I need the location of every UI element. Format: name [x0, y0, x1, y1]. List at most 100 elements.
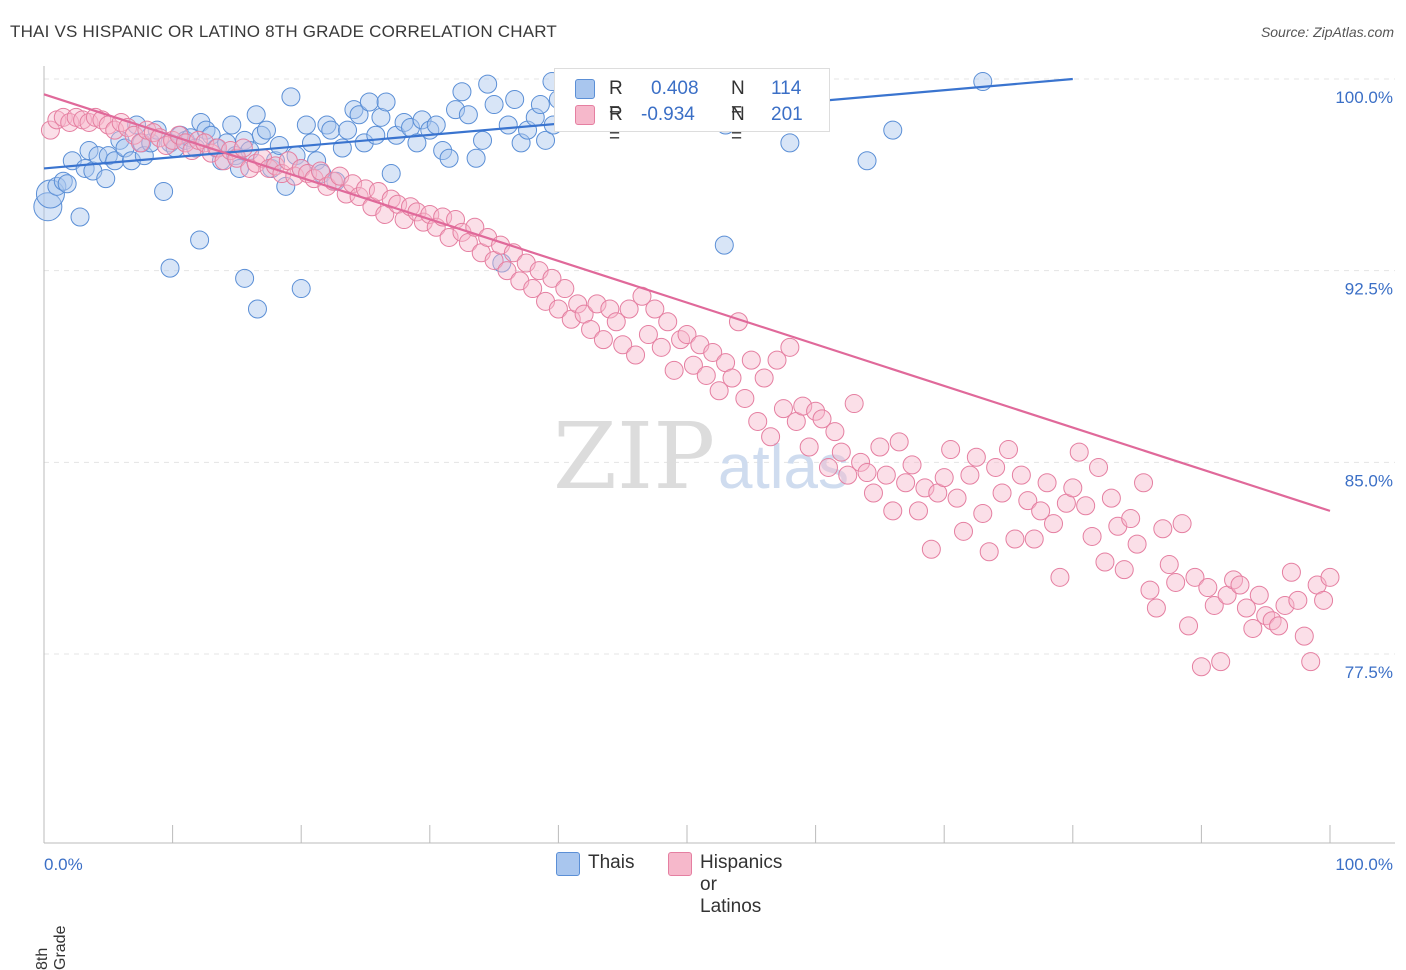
data-point — [896, 473, 916, 493]
data-point — [1249, 585, 1269, 605]
data-point — [1320, 567, 1340, 587]
data-point — [581, 319, 601, 339]
bottom-legend-swatch-hispanics — [668, 852, 692, 876]
data-point — [831, 442, 851, 462]
x-tick-label: 100.0% — [1335, 855, 1393, 874]
data-point — [371, 107, 391, 127]
legend-r-label: R = — [609, 78, 623, 121]
data-point — [1185, 567, 1205, 587]
bottom-legend-label-hispanics: Hispanics or Latinos — [700, 852, 783, 917]
data-point — [1024, 529, 1044, 549]
legend-r-value-hispanics: -0.934 — [641, 104, 695, 125]
data-point — [1288, 590, 1308, 610]
data-point — [1082, 526, 1102, 546]
data-point — [433, 141, 453, 161]
axes — [43, 66, 1395, 844]
legend-swatch-hispanics — [575, 105, 595, 125]
data-point — [317, 115, 337, 135]
data-point — [941, 440, 961, 460]
data-point — [1314, 590, 1334, 610]
data-point — [870, 437, 890, 457]
data-point — [1269, 616, 1289, 636]
data-point — [337, 120, 357, 140]
series-hispanics-points — [40, 107, 1340, 677]
data-point — [1211, 652, 1231, 672]
data-point — [233, 138, 253, 158]
bottom-legend-label-thais: Thais — [588, 852, 635, 873]
data-point — [190, 230, 210, 250]
data-point — [889, 432, 909, 452]
data-point — [376, 92, 396, 112]
data-point — [439, 227, 459, 247]
data-point — [1044, 514, 1064, 534]
legend-r-label: R = — [609, 104, 623, 147]
data-point — [452, 82, 472, 102]
stats-legend: R = 0.408 N = 114 R = -0.934 N = 201 — [554, 68, 830, 147]
data-point — [979, 542, 999, 562]
x-tick-labels: 0.0% 100.0% — [44, 855, 1393, 874]
data-point — [57, 174, 77, 194]
data-point — [381, 164, 401, 184]
legend-n-label: N = — [731, 104, 745, 147]
watermark-atlas: atlas — [718, 433, 849, 502]
data-point — [1005, 529, 1025, 549]
data-point — [587, 294, 607, 314]
data-point — [1121, 509, 1141, 529]
data-point — [645, 299, 665, 319]
data-point — [1262, 611, 1282, 631]
data-point — [613, 335, 633, 355]
y-tick-label: 92.5% — [1345, 280, 1393, 299]
data-point — [703, 342, 723, 362]
data-point — [1243, 618, 1263, 638]
data-point — [1140, 580, 1160, 600]
data-point — [1089, 457, 1109, 477]
legend-swatch-thais — [575, 79, 595, 99]
y-tick-label: 100.0% — [1335, 88, 1393, 107]
data-point — [458, 105, 478, 125]
data-point — [79, 141, 99, 161]
data-point — [619, 299, 639, 319]
data-point — [1037, 473, 1057, 493]
data-point — [825, 422, 845, 442]
data-point — [626, 345, 646, 365]
data-point — [124, 125, 144, 145]
data-point — [222, 115, 242, 135]
chart-source: Source: ZipAtlas.com — [1260, 24, 1394, 40]
data-point — [1301, 652, 1321, 672]
data-point — [714, 235, 734, 255]
data-point — [251, 125, 271, 145]
data-point — [741, 350, 761, 370]
data-point — [484, 95, 504, 115]
data-point — [915, 478, 935, 498]
data-point — [321, 120, 341, 140]
data-point — [934, 468, 954, 488]
data-point — [966, 447, 986, 467]
watermark-zip: ZIP — [553, 403, 715, 510]
data-point — [953, 521, 973, 541]
data-point — [722, 368, 742, 388]
data-point — [344, 100, 364, 120]
data-point — [1063, 478, 1083, 498]
data-point — [780, 337, 800, 357]
data-point — [70, 207, 90, 227]
data-point — [780, 133, 800, 153]
data-point — [1236, 598, 1256, 618]
data-point — [505, 89, 525, 109]
legend-r-value-thais: 0.408 — [651, 78, 699, 99]
data-point — [748, 411, 768, 431]
data-point — [1179, 616, 1199, 636]
data-point — [154, 181, 174, 201]
data-point — [863, 483, 883, 503]
data-point — [857, 151, 877, 171]
data-point — [883, 501, 903, 521]
data-point — [96, 169, 116, 189]
data-point — [240, 158, 260, 178]
y-tick-labels: 77.5% 85.0% 92.5% 100.0% — [1335, 88, 1393, 682]
y-axis-label: 8th Grade — [34, 925, 69, 970]
data-point — [735, 388, 755, 408]
data-point — [664, 360, 684, 380]
data-point — [799, 437, 819, 457]
scatter-plot: ZIP atlas 77.5% 85.0% 92.5% 100.0% 0.0% 100.… — [33, 66, 1395, 874]
data-point — [407, 133, 427, 153]
data-point — [600, 299, 620, 319]
